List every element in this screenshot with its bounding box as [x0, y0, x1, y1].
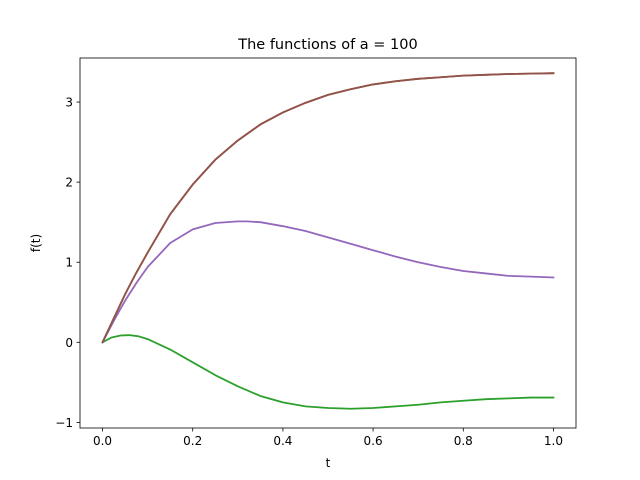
series-layer	[101, 72, 555, 410]
x-tick-label: 0.8	[454, 434, 473, 448]
x-axis-label: t	[326, 456, 331, 470]
x-tick-label: 0.2	[183, 434, 202, 448]
plot-frame	[79, 57, 577, 429]
series-line-4	[101, 72, 555, 344]
y-tick-label: −1	[55, 416, 73, 430]
y-tick-label: 3	[65, 96, 73, 110]
ticks-layer: 0.0 0.2 0.4 0.6 0.8 1.0 −1 0 1 2 3	[55, 96, 563, 448]
series-line-1	[101, 334, 555, 410]
x-tick-label: 0.4	[273, 434, 292, 448]
chart-title: The functions of a = 100	[237, 37, 418, 53]
x-tick-label: 1.0	[544, 434, 563, 448]
y-tick-label: 2	[65, 176, 73, 190]
series-line-3	[101, 220, 555, 344]
y-axis-label: f(t)	[29, 234, 43, 252]
x-tick-label: 0.6	[364, 434, 383, 448]
y-tick-label: 0	[65, 336, 73, 350]
y-tick-label: 1	[65, 256, 73, 270]
x-tick-label: 0.0	[93, 434, 112, 448]
